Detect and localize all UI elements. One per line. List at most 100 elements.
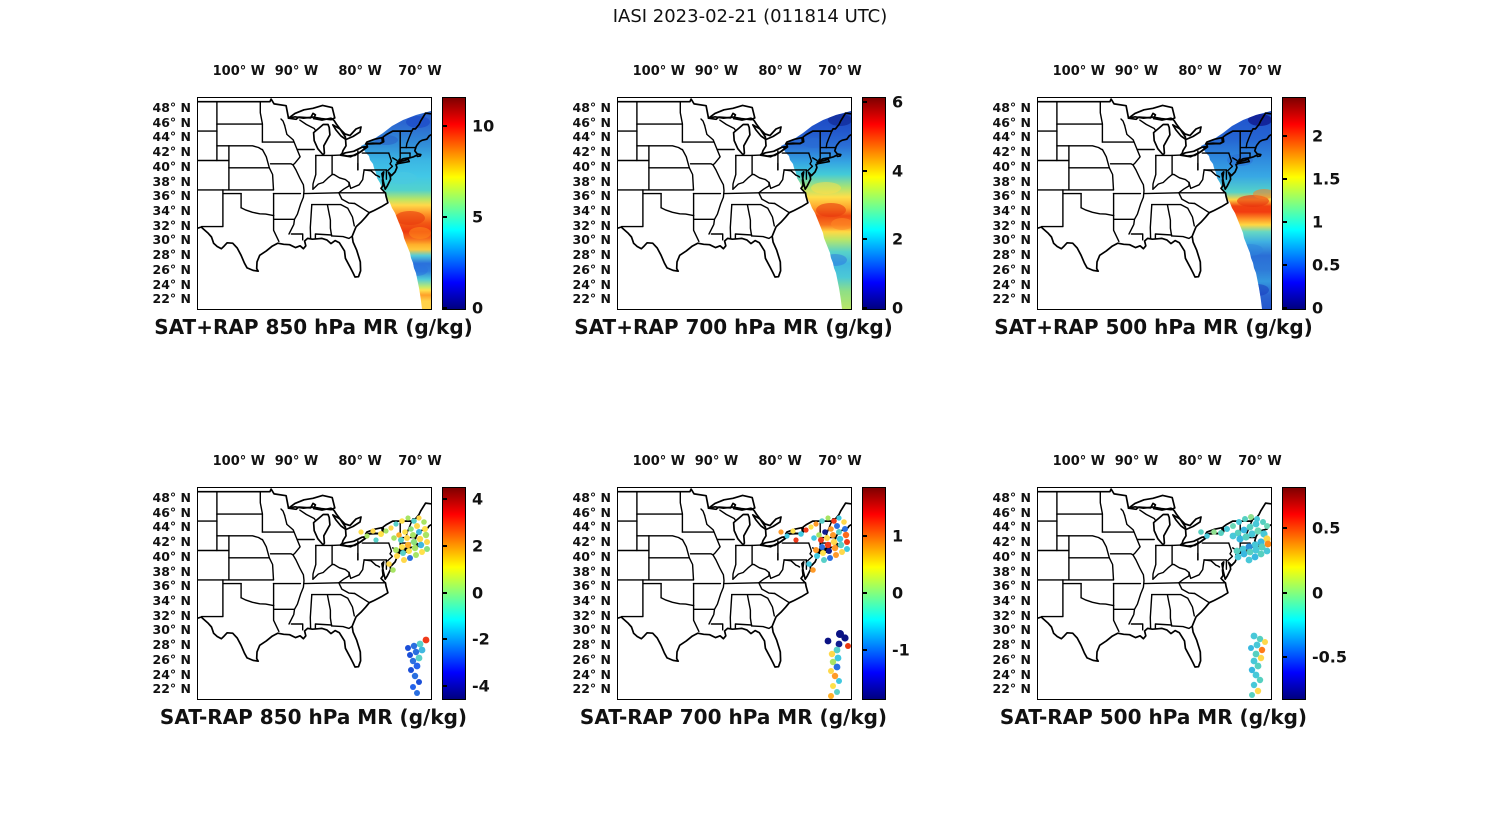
colorbar-tick [863,534,867,537]
colorbar [442,487,466,700]
obs-dot [833,663,841,671]
lat-tick-label: 30° N [992,232,1031,248]
obs-dot [1260,519,1266,525]
lat-tick-label: 26° N [152,651,191,667]
state-boundary [751,513,782,531]
lat-tick-label: 36° N [992,188,1031,204]
obs-dot [1254,662,1262,670]
state-boundary [1101,148,1110,169]
map-canvas [198,488,431,696]
state-boundary [340,593,355,617]
panel-sat-plus-rap-500: 100° W 90° W 80° W 70° W 48° N 46° N 44° N 42° … [967,61,1367,351]
lon-tick-label: 90° W [694,454,739,469]
state-boundary [1112,604,1120,633]
state-boundary [392,157,398,162]
difference-dots [358,515,430,696]
map-axes [617,487,852,700]
state-boundary [200,189,224,228]
state-boundary [1178,192,1196,205]
obs-dot [364,533,370,539]
lon-tick-label: 80° W [1178,454,1222,469]
lat-tick-label: 40° N [992,548,1031,564]
obs-dot [1224,526,1230,532]
state-boundary [1099,101,1104,125]
obs-dot [806,561,812,567]
state-boundary [283,514,305,625]
lat-tick-label: 44° N [992,129,1031,145]
state-boundary [679,101,684,125]
state-boundary [314,233,333,240]
state-boundary [364,136,384,145]
lat-tick-label: 28° N [152,637,191,653]
lon-tick-label: 70° W [1238,64,1282,79]
obs-dot [410,684,416,690]
state-boundary [1112,214,1120,243]
obs-dot [1249,692,1255,698]
lat-tick-label: 30° N [152,622,191,638]
obs-dot [1253,641,1261,649]
obs-dot [825,515,831,521]
obs-dot [826,548,832,554]
obs-dot [793,537,799,543]
obs-dot [390,567,396,573]
state-boundary [1109,553,1134,556]
state-boundary [1038,523,1271,668]
state-boundary [688,557,695,581]
obs-dot [1264,540,1271,548]
obs-dot [1252,520,1260,528]
state-boundary [1080,207,1115,217]
obs-dot [414,523,420,529]
map-canvas [198,98,431,309]
state-boundary [268,557,275,581]
state-boundary [1130,233,1144,241]
state-boundary [312,544,317,580]
swath-patch [1253,189,1271,199]
state-boundary [729,593,733,630]
lat-tick-label: 40° N [572,158,611,174]
state-boundary [618,98,851,158]
obs-dot [828,526,834,532]
colorbar-tick-label: 0.5 [1312,518,1341,538]
lon-tick-label: 100° W [632,64,686,79]
colorbar-tick-label: 6 [892,92,904,112]
lat-tick-label: 30° N [992,622,1031,638]
state-boundary [1171,513,1202,531]
lat-tick-label: 22° N [992,681,1031,697]
swath-patch [1237,244,1263,256]
obs-dot [1248,666,1256,674]
state-boundary [1204,136,1224,145]
obs-dot [1236,519,1242,525]
state-boundary [750,235,773,240]
lat-tick-label: 36° N [572,188,611,204]
state-boundary [386,152,394,172]
state-boundary [1170,235,1193,240]
obs-dot [410,538,418,546]
obs-dot [416,535,424,543]
obs-dot [784,533,790,539]
lat-tick-label: 24° N [152,276,191,292]
state-boundary [299,509,317,522]
obs-dot [417,541,425,549]
state-boundary [290,623,304,631]
obs-dot [405,515,411,521]
obs-dot [388,525,394,531]
lat-tick-label: 42° N [992,144,1031,160]
colorbar-tick [863,238,867,241]
state-boundary [1152,154,1157,190]
colorbar-tick [443,216,447,219]
obs-dot [408,667,414,673]
state-boundary [688,167,695,191]
state-boundary [1109,163,1134,166]
obs-dot [1254,527,1262,535]
map-canvas [1038,488,1271,698]
state-boundary [348,169,365,190]
lat-tick-label: 38° N [992,173,1031,189]
obs-dot [1248,514,1254,520]
lat-tick-label: 34° N [992,593,1031,608]
state-boundary [732,513,751,546]
state-boundary [198,133,431,278]
state-boundary [198,98,431,158]
obs-dot [1204,533,1210,539]
panel-title: SAT+RAP 850 hPa MR (g/kg) [154,315,473,339]
swath-patch [831,218,851,230]
